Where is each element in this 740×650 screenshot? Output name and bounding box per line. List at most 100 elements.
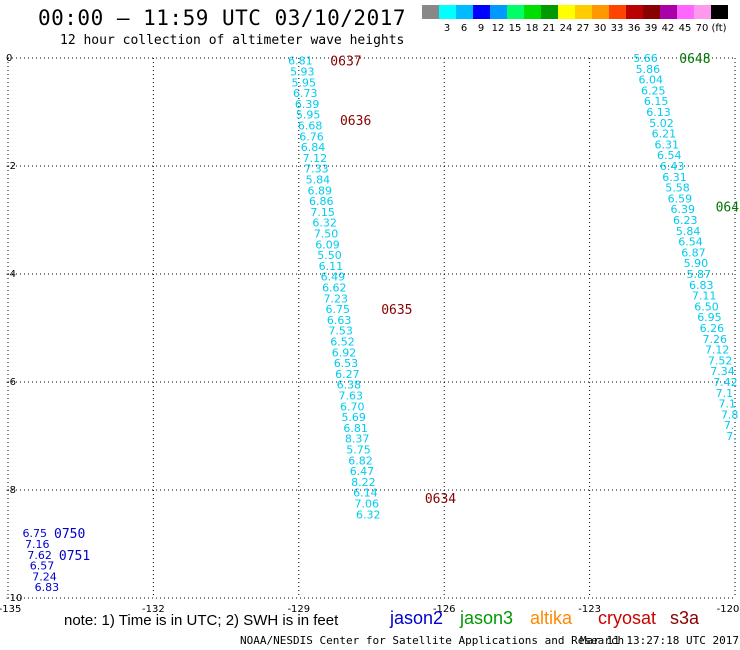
lon-tick-label: -123 [578, 604, 601, 615]
swh-value: 7.33 [304, 163, 329, 176]
swh-value: 7.12 [705, 344, 730, 357]
swh-value: 5.84 [306, 174, 331, 187]
swh-value: 6.95 [697, 311, 722, 324]
swh-value: 6.62 [322, 282, 347, 295]
swh-value: 5.87 [687, 268, 712, 281]
colorbar-label: 30 [593, 23, 607, 34]
colorbar-cell [439, 5, 456, 19]
colorbar-label: 15 [508, 23, 522, 34]
swh-value: 7.15 [310, 206, 335, 219]
swh-value: 6.83 [689, 279, 714, 292]
swh-value: 6.27 [335, 368, 360, 381]
swh-value: 5.50 [317, 249, 342, 262]
swh-value: 6.11 [319, 260, 344, 273]
colorbar-cell [558, 5, 575, 19]
legend-altika: altika [530, 608, 573, 628]
swh-value: 5.90 [684, 257, 709, 270]
swh-value: 6.81 [288, 55, 313, 68]
swh-value: 6.43 [660, 160, 685, 173]
swh-value: 6.50 [694, 300, 719, 313]
swh-value: 6.54 [678, 236, 703, 249]
swh-value: 7.24 [32, 570, 57, 583]
swh-value: 6.81 [343, 422, 368, 435]
swh-value: 5.95 [292, 76, 317, 89]
swh-value: 6.49 [321, 271, 346, 284]
colorbar-cell [626, 5, 643, 19]
swh-value: 5.69 [341, 411, 366, 424]
swh-value: 6.54 [657, 149, 682, 162]
swh-value: 7.12 [303, 152, 328, 165]
swh-value: 6.38 [337, 379, 362, 392]
footer-date: Mar 11 13:27:18 UTC 2017 [580, 634, 739, 647]
colorbar-label: 39 [644, 23, 658, 34]
swh-value: 5.75 [346, 444, 371, 457]
lon-tick-label: -126 [433, 604, 456, 615]
colorbar-label: (ft) [711, 23, 727, 34]
lon-tick-label: -132 [142, 604, 165, 615]
colorbar-cell [524, 5, 541, 19]
swh-value: 6.68 [298, 120, 323, 133]
lon-tick-label: -129 [287, 604, 310, 615]
time-label: 0648 [679, 52, 710, 67]
time-label: 0649 [716, 201, 740, 216]
time-label: 0635 [381, 303, 412, 318]
swh-value: 6.31 [655, 138, 680, 151]
swh-value: 6.26 [700, 322, 725, 335]
swh-value: 6.76 [299, 130, 324, 143]
legend-s3a: s3a [670, 608, 700, 628]
lat-tick-label: -8 [6, 485, 16, 496]
colorbar-cell [490, 5, 507, 19]
swh-value: 6.15 [644, 95, 669, 108]
time-label: 0637 [330, 55, 361, 70]
swh-value: 5.02 [649, 117, 674, 130]
swh-value: 7.23 [324, 292, 349, 305]
swh-value: 5.58 [665, 182, 690, 195]
colorbar-label: 18 [525, 23, 539, 34]
swh-value: 6.57 [30, 560, 54, 573]
swh-value: 8.22 [351, 476, 376, 489]
swh-value: 6.87 [681, 246, 706, 259]
swh-value: 7.53 [328, 325, 353, 338]
swh-value: 6.86 [309, 195, 334, 208]
map-title: 00:00 – 11:59 UTC 03/10/2017 [38, 6, 407, 30]
lat-tick-label: -6 [6, 377, 16, 388]
footer-credit: NOAA/NESDIS Center for Satellite Applica… [240, 634, 625, 647]
swh-value: 7.42 [713, 376, 738, 389]
swh-value: 6.75 [325, 303, 350, 316]
time-label: 0634 [425, 492, 456, 507]
lat-tick-label: -10 [6, 593, 22, 604]
colorbar-label: 6 [460, 23, 468, 34]
lat-tick-label: -4 [6, 269, 16, 280]
map-subtitle: 12 hour collection of altimeter wave hei… [60, 33, 405, 48]
swh-value: 7.11 [692, 290, 717, 303]
swh-value: 7.50 [314, 228, 339, 241]
colorbar-label: 12 [491, 23, 505, 34]
colorbar-cell [456, 5, 473, 19]
swh-value: 5.93 [290, 66, 315, 79]
time-label: 0636 [340, 114, 371, 129]
swh-value: 6.32 [312, 217, 337, 230]
swh-value: 6.52 [330, 336, 355, 349]
swh-value: 6.14 [353, 487, 378, 500]
legend-jason3: jason3 [460, 608, 514, 628]
swh-value: 7.1 [716, 387, 734, 400]
units-note: note: 1) Time is in UTC; 2) SWH is in fe… [64, 612, 339, 629]
swh-value: 6.92 [332, 346, 357, 359]
colorbar-label: 24 [559, 23, 573, 34]
swh-value: 5.95 [296, 109, 321, 122]
colorbar-cell [422, 5, 439, 19]
colorbar-label: 3 [443, 23, 451, 34]
swh-value: 6.25 [641, 84, 666, 97]
legend-jason2: jason2 [390, 608, 444, 628]
colorbar-cell [660, 5, 677, 19]
swh-value: 8.37 [345, 433, 370, 446]
colorbar-cell [507, 5, 524, 19]
swh-value: 7.8 [721, 408, 739, 421]
colorbar-cell [473, 5, 490, 19]
swh-value: 7.62 [27, 549, 51, 562]
colorbar-cell [677, 5, 694, 19]
swh-value: 7.26 [703, 333, 728, 346]
swh-value: 6.73 [293, 87, 318, 100]
swh-value: 7.52 [708, 354, 733, 367]
